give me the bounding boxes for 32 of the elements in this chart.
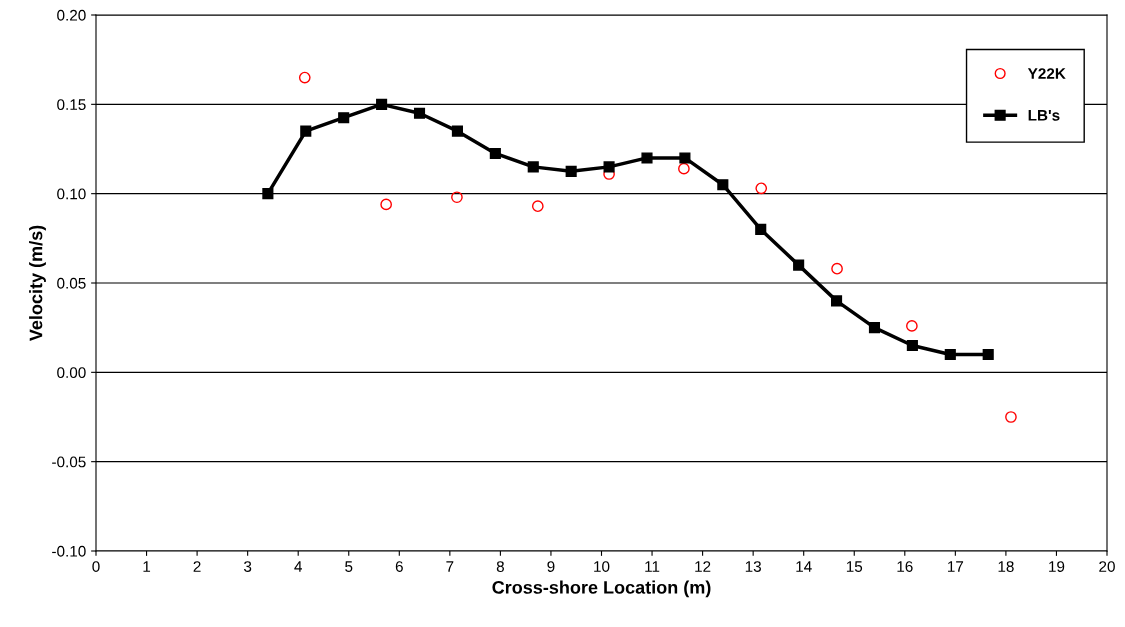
x-tick-label: 8 — [496, 561, 504, 572]
x-axis-title: Cross-shore Location (m) — [492, 580, 711, 598]
x-tick-label: 0 — [92, 561, 100, 572]
y-tick-label: 0.05 — [57, 277, 86, 289]
y-tick-label: 0.15 — [57, 99, 86, 111]
x-tick-label: 20 — [1099, 561, 1115, 572]
y-tick-label: -0.10 — [52, 545, 86, 557]
legend-label: Y22K — [1027, 68, 1066, 79]
x-tick-label: 3 — [243, 561, 252, 572]
x-tick-label: 10 — [594, 561, 610, 572]
y-tick-label: 0.00 — [57, 367, 86, 379]
legend-label: LB's — [1028, 110, 1060, 121]
x-tick-label: 9 — [547, 561, 555, 572]
x-tick-label: 5 — [345, 561, 353, 572]
y-axis-title: Velocity (m/s) — [29, 225, 46, 342]
x-tick-label: 14 — [796, 561, 812, 572]
x-tick-label: 12 — [695, 561, 711, 572]
y-tick-label: 0.10 — [57, 188, 86, 200]
x-tick-label: 1 — [143, 561, 151, 572]
x-tick-label: 19 — [1049, 561, 1065, 572]
x-tick-label: 16 — [897, 561, 913, 572]
x-tick-label: 11 — [645, 561, 660, 572]
x-tick-label: 2 — [193, 561, 201, 572]
x-tick-label: 7 — [446, 561, 454, 572]
x-tick-label: 13 — [745, 561, 761, 572]
x-tick-label: 17 — [948, 561, 964, 572]
y-tick-label: -0.05 — [52, 456, 86, 468]
x-tick-label: 6 — [395, 561, 403, 572]
x-tick-label: 4 — [294, 561, 302, 572]
x-tick-label: 18 — [998, 561, 1014, 572]
x-tick-label: 15 — [846, 561, 863, 572]
y-tick-label: 0.20 — [57, 9, 86, 21]
